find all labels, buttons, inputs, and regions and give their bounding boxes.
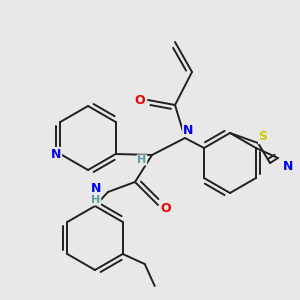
Text: N: N (51, 148, 62, 160)
Text: O: O (135, 94, 145, 106)
Text: S: S (259, 130, 268, 143)
Text: H: H (137, 155, 147, 165)
Text: N: N (283, 160, 293, 172)
Text: O: O (161, 202, 171, 214)
Text: H: H (92, 195, 100, 205)
Text: N: N (183, 124, 193, 136)
Text: N: N (91, 182, 101, 196)
